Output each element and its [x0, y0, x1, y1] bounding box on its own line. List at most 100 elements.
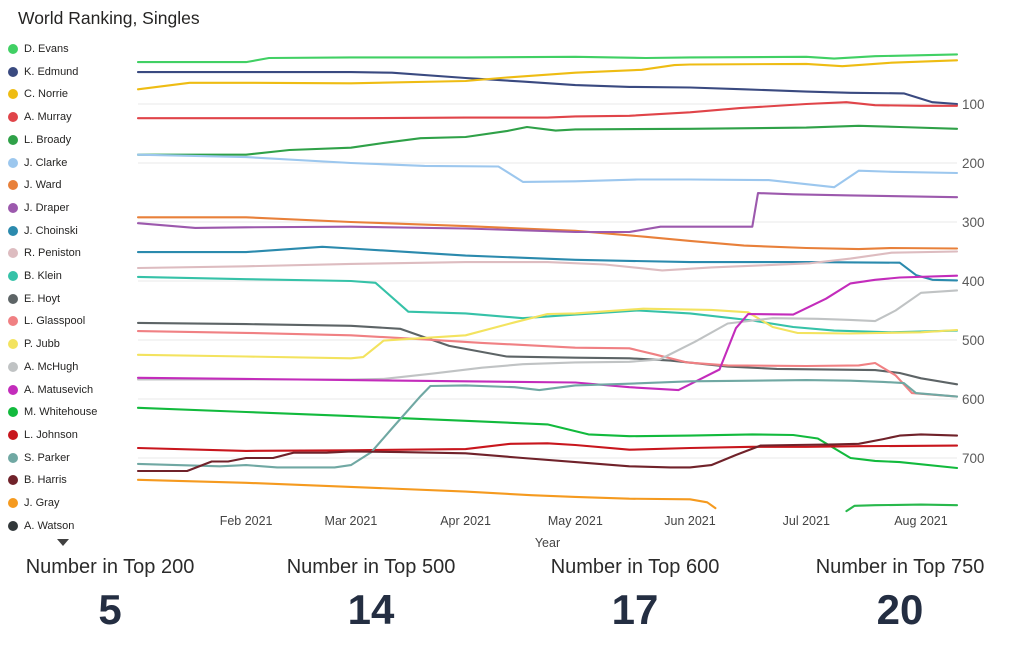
line-e-hoyt[interactable]	[136, 321, 959, 386]
legend-item-label: J. Gray	[24, 497, 60, 509]
kpi-card-top750[interactable]: Number in Top 750 20	[760, 556, 1024, 631]
line-a-murray[interactable]	[136, 101, 959, 120]
x-axis-tick-label: Jun 2021	[664, 514, 715, 528]
legend-item-label: A. Murray	[24, 111, 72, 124]
legend-color-dot	[8, 66, 18, 77]
legend-color-dot	[8, 225, 18, 236]
y-axis-tick-label: 200	[962, 156, 985, 171]
kpi-label: Number in Top 200	[25, 556, 195, 578]
legend-item-label: L. Johnson	[24, 428, 78, 441]
legend-item-label: B. Klein	[24, 270, 62, 282]
legend-color-dot	[8, 520, 18, 531]
legend-color-dot	[8, 248, 18, 259]
legend-item-e-hoyt[interactable]: E. Hoyt	[8, 290, 60, 308]
legend-item-r-peniston[interactable]: R. Peniston	[8, 244, 81, 262]
legend-color-dot	[8, 202, 18, 213]
legend-item-c-norrie[interactable]: C. Norrie	[8, 85, 68, 103]
line-s-parker[interactable]	[136, 379, 959, 469]
legend-color-dot	[8, 339, 18, 350]
line-k-edmund[interactable]	[136, 71, 959, 106]
line-a-mchugh[interactable]	[136, 289, 959, 381]
line-l-johnson[interactable]	[136, 442, 959, 452]
legend-item-label: P. Jubb	[24, 338, 60, 351]
legend-color-dot	[8, 384, 18, 395]
y-axis-tick-label: 400	[962, 274, 985, 289]
kpi-card-top600[interactable]: Number in Top 600 17	[495, 556, 775, 631]
legend-item-label: E. Hoyt	[24, 292, 61, 305]
legend-item-a-matusevich[interactable]: A. Matusevich	[8, 381, 93, 399]
legend-item-label: R. Peniston	[24, 247, 81, 260]
legend-item-p-jubb[interactable]: P. Jubb	[8, 335, 60, 353]
line-j-choinski[interactable]	[136, 245, 959, 282]
legend-color-dot	[8, 44, 18, 54]
legend-item-l-johnson[interactable]: L. Johnson	[8, 426, 78, 444]
line-m-whitehouse[interactable]	[136, 406, 959, 470]
legend-item-j-gray[interactable]: J. Gray	[8, 494, 59, 512]
legend-item-j-draper[interactable]: J. Draper	[8, 199, 69, 217]
kpi-card-top500[interactable]: Number in Top 500 14	[231, 556, 511, 631]
chart-title: World Ranking, Singles	[18, 8, 200, 28]
legend-item-a-mchugh[interactable]: A. McHugh	[8, 358, 78, 376]
legend-item-j-ward[interactable]: J. Ward	[8, 176, 62, 194]
x-axis-title: Year	[534, 536, 561, 550]
legend-item-s-parker[interactable]: S. Parker	[8, 449, 70, 467]
legend-color-dot	[8, 361, 18, 372]
kpi-value: 17	[611, 586, 659, 633]
legend-item-label: S. Parker	[24, 451, 70, 464]
legend-item-label: J. Ward	[24, 179, 62, 192]
legend-item-label: A. McHugh	[24, 360, 79, 373]
legend-item-b-klein[interactable]: B. Klein	[8, 267, 62, 285]
line-p-jubb[interactable]	[136, 307, 959, 360]
kpi-label: Number in Top 600	[550, 556, 720, 578]
legend-color-dot	[8, 271, 18, 281]
legend-color-dot	[8, 429, 18, 440]
legend-item-l-glasspool[interactable]: L. Glasspool	[8, 312, 85, 330]
y-axis-tick-label: 300	[962, 215, 985, 230]
line-unlabeled[interactable]	[845, 503, 959, 513]
legend-item-label: J. Choinski	[24, 224, 78, 237]
line-j-draper[interactable]	[136, 192, 959, 234]
line-j-ward[interactable]	[136, 216, 959, 251]
kpi-label: Number in Top 500	[286, 556, 456, 578]
legend-item-label: M. Whitehouse	[24, 406, 98, 419]
line-a-matusevich[interactable]	[136, 274, 959, 392]
line-c-norrie[interactable]	[136, 59, 959, 91]
legend-color-dot	[8, 180, 18, 191]
legend-item-d-evans[interactable]: D. Evans	[8, 40, 69, 58]
legend-item-label: J. Draper	[24, 201, 70, 214]
kpi-value: 20	[876, 586, 924, 633]
line-r-peniston[interactable]	[136, 250, 959, 272]
legend-item-m-whitehouse[interactable]: M. Whitehouse	[8, 403, 97, 421]
legend-item-a-watson[interactable]: A. Watson	[8, 517, 74, 535]
legend-item-j-choinski[interactable]: J. Choinski	[8, 222, 78, 240]
kpi-value: 14	[347, 586, 395, 633]
line-b-klein[interactable]	[136, 275, 959, 334]
kpi-card-top200[interactable]: Number in Top 200 5	[0, 556, 250, 631]
legend-item-a-murray[interactable]: A. Murray	[8, 108, 72, 126]
kpi-label: Number in Top 750	[815, 556, 985, 578]
legend-color-dot	[8, 475, 18, 486]
ranking-line-chart: 100 200 300 400 500 600 700 Feb 2021 Mar 2021 Apr…	[136, 53, 985, 528]
line-l-broady[interactable]	[136, 124, 959, 156]
legend-item-b-harris[interactable]: B. Harris	[8, 471, 67, 489]
legend-item-l-broady[interactable]: L. Broady	[8, 131, 71, 149]
line-l-glasspool[interactable]	[136, 330, 959, 398]
legend-color-dot	[8, 89, 18, 100]
legend-item-label: A. Matusevich	[24, 383, 94, 396]
legend-item-label: A. Watson	[24, 519, 75, 532]
y-axis-tick-label: 600	[962, 392, 985, 407]
legend-item-label: K. Edmund	[24, 65, 79, 78]
line-d-evans[interactable]	[136, 53, 959, 64]
chevron-down-icon[interactable]	[57, 539, 69, 546]
line-b-harris[interactable]	[136, 433, 959, 473]
line-j-clarke[interactable]	[136, 153, 959, 189]
y-axis-tick-label: 700	[962, 451, 985, 466]
legend-item-k-edmund[interactable]: K. Edmund	[8, 63, 78, 81]
line-j-gray[interactable]	[136, 478, 717, 510]
legend: D. Evans K. Edmund C. Norrie A. Murray L. Br…	[8, 0, 138, 535]
x-axis-tick-label: Mar 2021	[325, 514, 378, 528]
legend-item-label: C. Norrie	[24, 88, 69, 101]
legend-color-dot	[8, 316, 18, 327]
legend-item-j-clarke[interactable]: J. Clarke	[8, 154, 67, 172]
